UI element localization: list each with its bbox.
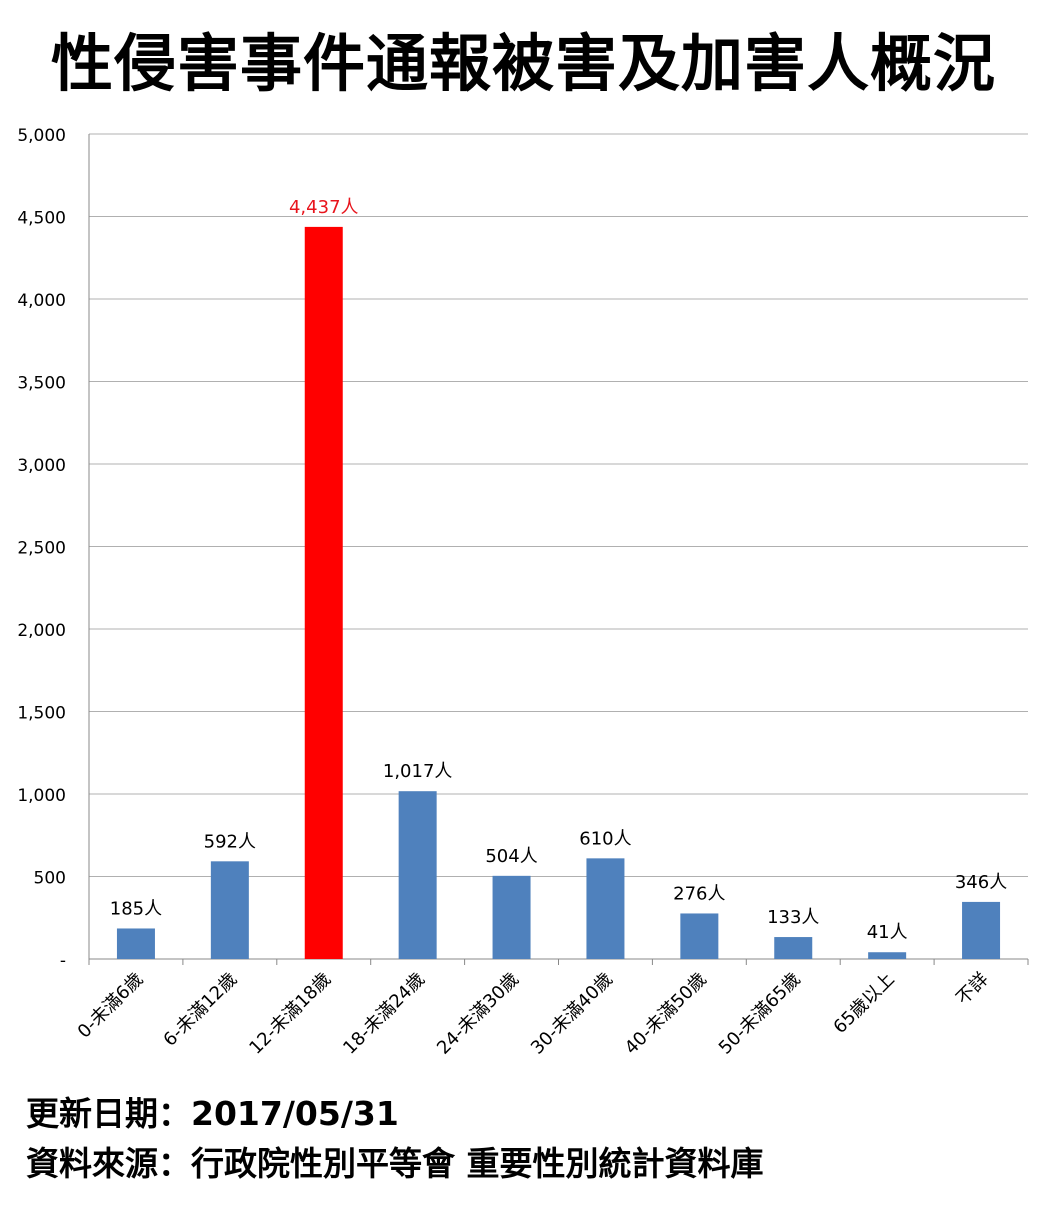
data-label: 1,017人	[383, 761, 453, 782]
data-label: 592人	[204, 831, 256, 852]
x-tick-label: 24-未滿30歲	[433, 969, 523, 1059]
y-tick-label: 4,500	[17, 209, 66, 229]
bar	[116, 928, 155, 959]
data-label: 4,437人	[289, 197, 359, 218]
data-label: 610人	[579, 828, 631, 849]
data-label: 133人	[767, 907, 819, 928]
y-tick-label: 1,500	[17, 704, 66, 724]
data-label: 41人	[867, 922, 908, 943]
y-tick-label: 3,500	[17, 374, 66, 394]
y-tick-label: 5,000	[17, 126, 66, 146]
y-tick-label: 2,000	[17, 621, 66, 641]
x-tick-label: 65歲以上	[829, 969, 898, 1038]
bar	[304, 226, 343, 959]
y-tick-label: 500	[34, 869, 66, 889]
bar	[398, 791, 437, 959]
x-tick-label: 30-未滿40歲	[527, 969, 617, 1059]
x-tick-label: 12-未滿18歲	[245, 969, 335, 1059]
data-label: 346人	[955, 872, 1007, 893]
x-tick-label: 6-未滿12歲	[159, 969, 241, 1051]
x-tick-label: 18-未滿24歲	[339, 969, 429, 1059]
chart-title: 性侵害事件通報被害及加害人概況	[50, 27, 996, 100]
bar	[586, 858, 625, 959]
y-tick-label: 3,000	[17, 456, 66, 476]
x-tick-label: 不詳	[952, 969, 992, 1009]
data-source: 資料來源：行政院性別平等會 重要性別統計資料庫	[26, 1144, 764, 1183]
bar	[774, 937, 813, 959]
data-label: 276人	[673, 883, 725, 904]
bar	[210, 861, 249, 959]
bar	[962, 901, 1001, 959]
x-tick-label: 50-未滿65歲	[715, 969, 805, 1059]
bar	[868, 952, 907, 959]
y-tick-label: 1,000	[17, 786, 66, 806]
data-label: 185人	[110, 898, 162, 919]
data-label: 504人	[485, 846, 537, 867]
bar	[680, 913, 719, 959]
y-tick-label: -	[60, 951, 66, 971]
x-tick-label: 0-未滿6歲	[74, 969, 148, 1043]
y-tick-label: 2,500	[17, 539, 66, 559]
bar	[492, 875, 531, 959]
y-tick-label: 4,000	[17, 291, 66, 311]
update-date: 更新日期：2017/05/31	[26, 1094, 399, 1133]
x-tick-label: 40-未滿50歲	[621, 969, 711, 1059]
